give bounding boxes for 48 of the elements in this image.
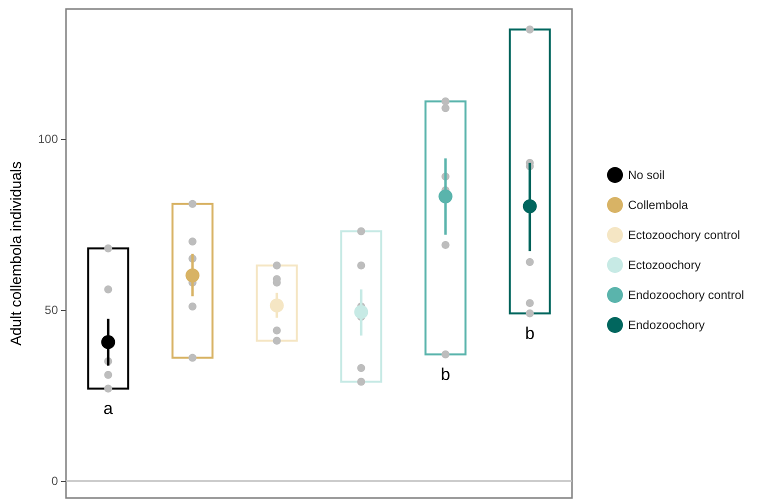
point — [357, 378, 366, 386]
legend-label: No soil — [628, 168, 665, 182]
point — [104, 370, 112, 379]
point — [104, 384, 112, 393]
legend-label: Ectozoochory — [628, 258, 701, 272]
point — [270, 298, 284, 312]
point — [354, 304, 368, 319]
legend-label: Endozoochory control — [628, 288, 744, 302]
data-label: a — [103, 399, 114, 418]
legend-label: Collembola — [628, 198, 688, 212]
point — [188, 200, 196, 208]
y-axis-title: Adult collembola individuals — [8, 161, 25, 346]
point — [188, 302, 196, 310]
point — [104, 244, 112, 252]
point — [526, 258, 534, 266]
data-label: b — [440, 364, 450, 384]
bar — [87, 247, 130, 390]
point — [357, 364, 366, 372]
point — [526, 299, 534, 308]
point — [357, 261, 366, 270]
point — [438, 189, 452, 204]
bar — [424, 100, 466, 356]
point — [188, 238, 196, 246]
y-tick-label: 0 — [51, 474, 58, 488]
point — [272, 326, 281, 334]
point — [522, 199, 537, 214]
data-label: b — [525, 324, 535, 343]
bar — [340, 230, 382, 383]
point — [442, 240, 450, 249]
point — [272, 261, 281, 270]
point — [101, 335, 116, 350]
point — [442, 104, 450, 112]
point — [357, 227, 366, 236]
bar — [508, 28, 551, 314]
point — [272, 336, 281, 345]
bar — [172, 202, 214, 359]
legend-label: Endozoochory — [628, 318, 705, 332]
point — [442, 97, 450, 106]
point — [186, 268, 200, 282]
point — [104, 285, 112, 294]
point — [526, 309, 534, 318]
bar — [256, 264, 298, 342]
legend-label: Ectozoochory control — [628, 228, 740, 242]
point — [526, 26, 534, 34]
point — [188, 354, 196, 362]
point — [442, 350, 450, 358]
y-tick-label: 50 — [44, 302, 58, 317]
y-tick-label: 100 — [38, 132, 58, 146]
